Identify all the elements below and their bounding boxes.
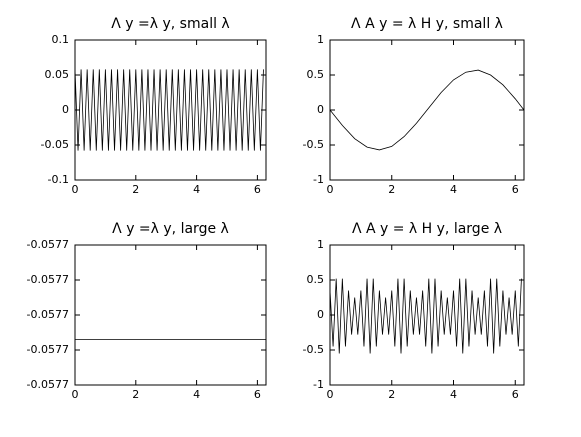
subplot-title: Λ A y = λ H y, small λ <box>351 16 503 32</box>
data-line <box>330 69 524 151</box>
plot-area <box>330 278 522 354</box>
y-tick-label: 0 <box>317 308 324 321</box>
y-tick-label: -0.05 <box>41 138 69 151</box>
y-tick-label: 0.05 <box>45 68 70 81</box>
y-tick-label: 0.5 <box>307 68 325 81</box>
y-tick-label: -0.0577 <box>27 238 69 251</box>
subplot-title: Λ y =λ y, large λ <box>112 221 229 237</box>
data-line <box>75 69 264 151</box>
y-tick-label: -0.0577 <box>27 308 69 321</box>
x-tick-label: 2 <box>388 183 395 196</box>
y-tick-label: -0.5 <box>303 343 324 356</box>
y-tick-label: 1 <box>317 238 324 251</box>
plot-area <box>75 69 264 151</box>
y-tick-label: 0.5 <box>307 273 325 286</box>
x-tick-label: 4 <box>450 388 457 401</box>
x-tick-label: 2 <box>388 388 395 401</box>
subplot-title: Λ A y = λ H y, large λ <box>352 221 502 237</box>
x-tick-label: 6 <box>512 183 519 196</box>
y-tick-label: -0.0577 <box>27 378 69 391</box>
x-tick-label: 4 <box>193 388 200 401</box>
y-tick-label: -0.0577 <box>27 273 69 286</box>
x-tick-label: 4 <box>450 183 457 196</box>
x-tick-label: 0 <box>72 388 79 401</box>
x-tick-label: 0 <box>72 183 79 196</box>
data-line <box>330 278 522 354</box>
y-tick-label: -1 <box>313 378 324 391</box>
x-tick-label: 6 <box>512 388 519 401</box>
x-tick-label: 0 <box>327 388 334 401</box>
y-tick-label: 0 <box>317 103 324 116</box>
y-tick-label: -0.0577 <box>27 343 69 356</box>
x-tick-label: 6 <box>254 183 261 196</box>
x-tick-label: 2 <box>132 183 139 196</box>
x-tick-label: 0 <box>327 183 334 196</box>
axes-box <box>74 244 267 386</box>
y-tick-label: -1 <box>313 173 324 186</box>
subplot-title: Λ y =λ y, small λ <box>111 16 229 32</box>
plot-area <box>330 69 524 151</box>
y-tick-label: -0.1 <box>48 173 69 186</box>
x-tick-label: 2 <box>132 388 139 401</box>
y-tick-label: 1 <box>317 33 324 46</box>
y-tick-label: -0.5 <box>303 138 324 151</box>
x-tick-label: 6 <box>254 388 261 401</box>
y-tick-label: 0 <box>62 103 69 116</box>
x-tick-label: 4 <box>193 183 200 196</box>
y-tick-label: 0.1 <box>52 33 70 46</box>
